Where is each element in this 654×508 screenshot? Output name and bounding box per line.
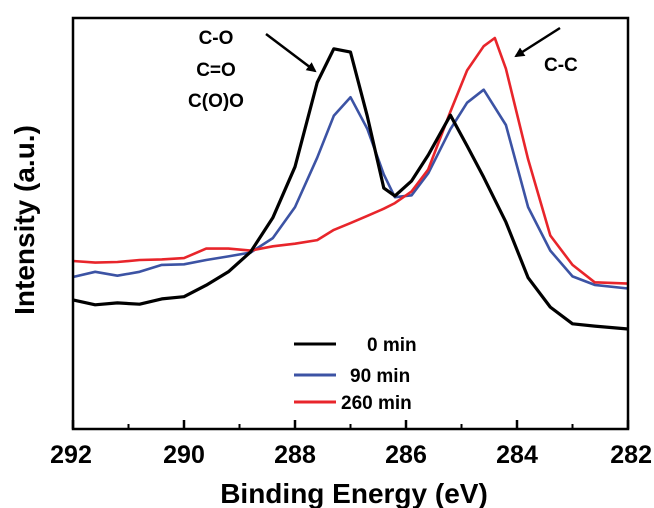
annotation-arrow-oxygen bbox=[265, 33, 317, 73]
series-line-260-min bbox=[72, 36, 629, 285]
series-layer bbox=[72, 36, 629, 331]
annotation-oxygen-groups: C-O C=O C(O)O bbox=[188, 28, 317, 112]
series-line-90-min bbox=[72, 88, 629, 290]
x-tick-label-284: 284 bbox=[496, 441, 538, 469]
annotation-c-c: C-C bbox=[544, 55, 578, 76]
x-tick-label-292: 292 bbox=[50, 441, 92, 469]
legend-label-1: 90 min bbox=[350, 366, 410, 387]
x-tick-label-286: 286 bbox=[385, 441, 427, 469]
annotation-arrow-c-c bbox=[514, 26, 561, 58]
annotation-c-c-group: C-C bbox=[514, 26, 578, 76]
x-tick-label-290: 290 bbox=[163, 441, 205, 469]
legend-label-2: 260 min bbox=[341, 393, 412, 414]
x-axis-title: Binding Energy (eV) bbox=[220, 478, 488, 508]
legend-label-0: 0 min bbox=[367, 335, 417, 356]
legend: 0 min 90 min 260 min bbox=[294, 335, 417, 414]
x-tick-label-282: 282 bbox=[610, 441, 652, 469]
series-line-0-min bbox=[72, 47, 629, 331]
annotation-c-o-o: C(O)O bbox=[188, 91, 244, 112]
annotation-c-o: C-O bbox=[199, 28, 234, 49]
annotation-c-eq-o: C=O bbox=[196, 60, 236, 81]
x-ticks: 292 290 288 286 284 282 bbox=[50, 420, 652, 469]
y-axis-title: Intensity (a.u.) bbox=[9, 125, 40, 315]
x-tick-label-288: 288 bbox=[274, 441, 316, 469]
